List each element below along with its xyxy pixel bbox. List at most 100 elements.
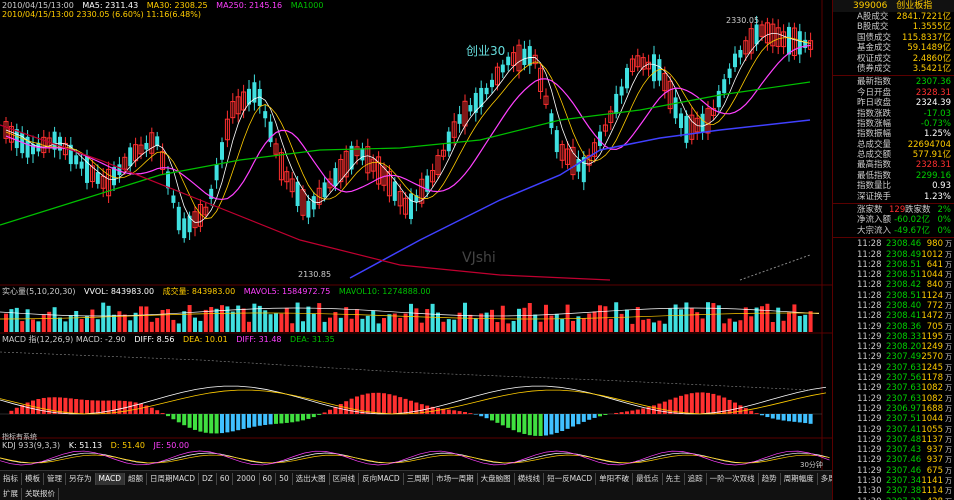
macd-bar <box>274 414 278 424</box>
candle-body <box>619 86 624 96</box>
trade-volume: 641 <box>926 259 943 270</box>
trade-volume: 2570 <box>921 352 943 363</box>
toolbar-button[interactable]: 管理 <box>44 472 66 485</box>
macd-bar <box>101 400 106 414</box>
toolbar-button[interactable]: 先主 <box>663 472 685 485</box>
expand-button[interactable]: 扩展 <box>0 487 22 500</box>
toolbar-button[interactable]: DZ <box>199 472 217 485</box>
toolbar-button[interactable]: 另存为 <box>66 472 96 485</box>
macd-bar <box>797 414 802 423</box>
toolbar-button[interactable]: 模板 <box>22 472 44 485</box>
toolbar-button[interactable]: 单阳不破 <box>596 472 634 485</box>
volume-bar <box>695 312 700 332</box>
candle-body <box>138 144 144 155</box>
toolbar-button[interactable]: 60 <box>260 472 277 485</box>
toolbar-button[interactable]: 多周期 <box>818 473 832 485</box>
toolbar-row-2: 扩展 关联报价 <box>0 486 832 500</box>
trade-row[interactable]: 11:28 2308.49 1012 万 <box>833 250 954 260</box>
toolbar-button[interactable]: 一阶一次双线 <box>707 472 759 485</box>
candle-body <box>386 171 392 197</box>
trade-row[interactable]: 11:28 2308.41 1472 万 <box>833 311 954 321</box>
trade-list[interactable]: 11:28 2308.46 980 万 11:28 2308.49 1012 万 11:28 23… <box>833 239 954 500</box>
trade-row[interactable]: 11:30 2307.34 1141 万 <box>833 476 954 486</box>
trade-row[interactable]: 11:29 2306.97 1688 万 <box>833 404 954 414</box>
toolbar-button[interactable]: 超额 <box>125 472 147 485</box>
related-quote-button[interactable]: 关联报价 <box>22 487 59 500</box>
macd-bar <box>306 414 311 419</box>
toolbar-button[interactable]: 选出大图 <box>293 472 330 485</box>
toolbar-button[interactable]: 反向MACD <box>359 472 404 485</box>
macd-bar <box>214 414 219 434</box>
trade-unit: 万 <box>945 374 952 383</box>
indicator-system-label: 指标有系统 <box>2 433 37 441</box>
macd-bar <box>781 414 786 421</box>
header-row2-text: 2010/04/15/13:00 2330.05 (6.60%) 11:16(6… <box>2 10 201 19</box>
volume-bar <box>403 313 408 332</box>
trade-row[interactable]: 11:29 2307.43 937 万 <box>833 445 954 455</box>
trade-row[interactable]: 11:29 2307.46 675 万 <box>833 466 954 476</box>
trade-row[interactable]: 11:28 2308.40 772 万 <box>833 301 954 311</box>
trade-row[interactable]: 11:29 2308.33 1195 万 <box>833 332 954 342</box>
toolbar-button[interactable]: 2000 <box>233 472 260 485</box>
period-label[interactable]: 30分钟 <box>800 461 823 469</box>
trade-row[interactable]: 11:29 2307.63 1082 万 <box>833 394 954 404</box>
candle-body <box>214 164 219 181</box>
trade-unit: 万 <box>945 301 952 310</box>
toolbar-button[interactable]: 大盘脑图 <box>478 472 515 485</box>
trade-row[interactable]: 11:29 2307.48 1137 万 <box>833 435 954 445</box>
trade-row[interactable]: 11:28 2308.51 641 万 <box>833 260 954 270</box>
trade-row[interactable]: 11:30 2307.33 428万 <box>833 497 954 500</box>
trade-time: 11:29 <box>857 362 882 373</box>
volume-bar <box>198 320 203 332</box>
trade-row[interactable]: 11:29 2307.63 1245 万 <box>833 363 954 373</box>
toolbar-button[interactable]: 追踪 <box>685 472 707 485</box>
macd-bar <box>349 398 354 414</box>
candle-body <box>112 167 116 186</box>
volume-bar <box>290 323 295 332</box>
toolbar-button[interactable]: 周期幅度 <box>781 472 818 485</box>
toolbar-button[interactable]: 指标 <box>0 472 22 485</box>
candle-body <box>629 58 635 72</box>
volume-bar <box>452 319 457 332</box>
trade-row[interactable]: 11:28 2308.51 1124 万 <box>833 291 954 301</box>
trade-row[interactable]: 11:29 2307.49 2570 万 <box>833 352 954 362</box>
toolbar-button[interactable]: 最低点 <box>633 472 663 485</box>
trade-time: 11:30 <box>857 497 882 500</box>
trade-row[interactable]: 11:29 2308.36 705 万 <box>833 322 954 332</box>
toolbar-button[interactable]: 50 <box>276 472 293 485</box>
candle-body <box>187 215 192 233</box>
trade-time: 11:28 <box>857 280 882 291</box>
trade-unit: 万 <box>945 260 952 269</box>
trade-price: 2308.36 <box>886 321 922 332</box>
candle-body <box>484 87 489 95</box>
macd-bar <box>760 414 764 416</box>
toolbar-button[interactable]: MACD <box>95 472 125 485</box>
toolbar-button[interactable]: 60 <box>217 472 234 485</box>
macd-bar <box>90 400 95 414</box>
toolbar-button[interactable]: 三周期 <box>404 472 434 485</box>
trade-row[interactable]: 11:29 2307.63 1082 万 <box>833 383 954 393</box>
toolbar-button[interactable]: 市场一周期 <box>433 472 478 485</box>
trade-row[interactable]: 11:28 2308.51 1044 万 <box>833 270 954 280</box>
trade-row[interactable]: 11:29 2307.41 1055 万 <box>833 425 954 435</box>
kline-chart[interactable] <box>0 0 832 470</box>
volume-bar <box>770 321 775 332</box>
toolbar-button[interactable]: 区间线 <box>330 472 360 485</box>
candle-body <box>327 178 333 189</box>
trade-row[interactable]: 11:28 2308.42 840 万 <box>833 280 954 290</box>
toolbar-button[interactable]: 日周期MACD <box>147 472 199 485</box>
trade-row[interactable]: 11:29 2308.20 1249 万 <box>833 342 954 352</box>
toolbar-button[interactable]: 短一反MACD <box>544 472 597 485</box>
candle-body <box>220 142 224 160</box>
candle-body <box>89 165 95 183</box>
toolbar-button[interactable]: 横线线 <box>515 472 545 485</box>
chart-area[interactable]: 2010/04/15/13:00 MA5: 2311.43 MA30: 2308… <box>0 0 832 470</box>
trade-row[interactable]: 11:29 2307.46 937 万 <box>833 455 954 465</box>
trade-row[interactable]: 11:29 2307.51 1044 万 <box>833 414 954 424</box>
macd-bar <box>371 392 376 414</box>
toolbar-button[interactable]: 趋势 <box>759 472 781 485</box>
trade-row[interactable]: 11:30 2307.38 1114 万 <box>833 486 954 496</box>
quote-row-label: 今日开盘 <box>857 87 892 98</box>
trade-row[interactable]: 11:28 2308.46 980 万 <box>833 239 954 249</box>
trade-row[interactable]: 11:29 2307.56 1178 万 <box>833 373 954 383</box>
